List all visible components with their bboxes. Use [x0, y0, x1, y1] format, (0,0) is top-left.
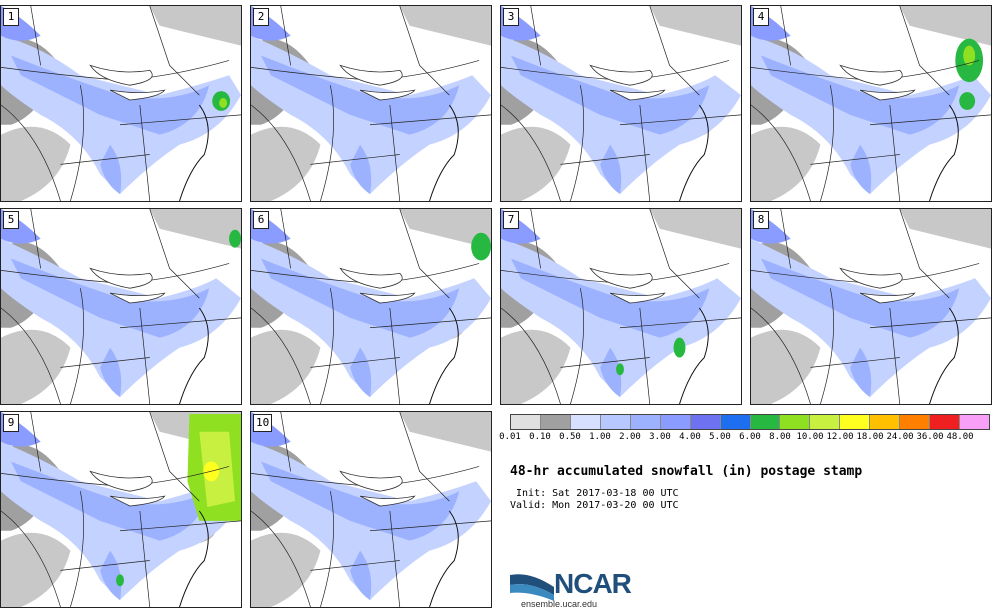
ncar-logo-icon: [510, 574, 554, 601]
legend-label: 12.00: [826, 432, 854, 442]
legend-swatch: [840, 415, 871, 429]
stamp-number: 6: [253, 211, 269, 229]
legend-swatch: [630, 415, 661, 429]
logo-wordmark: NCAR: [554, 568, 632, 599]
legend-label: 2.00: [619, 432, 641, 442]
legend-label: 1.00: [589, 432, 611, 442]
stamp-number: 4: [753, 8, 769, 26]
legend-label: 0.01: [499, 432, 521, 442]
snowfall-map: [251, 412, 491, 607]
stamp-panel: 8: [750, 208, 992, 405]
legend-swatch: [511, 415, 541, 429]
legend-label: 5.00: [709, 432, 731, 442]
legend-swatch: [900, 415, 931, 429]
legend-label: 4.00: [679, 432, 701, 442]
stamp-panel: 5: [0, 208, 242, 405]
stamp-panel: 2: [250, 5, 492, 202]
stamp-panel: 9: [0, 411, 242, 608]
stamp-number: 2: [253, 8, 269, 26]
legend-label: 48.00: [946, 432, 974, 442]
snowfall-map: [501, 6, 741, 201]
legend-swatch: [600, 415, 631, 429]
stamp-number: 3: [503, 8, 519, 26]
legend-label: 36.00: [916, 432, 944, 442]
stamp-panel: 10: [250, 411, 492, 608]
snowfall-map: [251, 209, 491, 404]
stamp-number: 5: [3, 211, 19, 229]
legend-swatch: [780, 415, 811, 429]
snowfall-map: [751, 6, 991, 201]
legend-swatch: [570, 415, 601, 429]
stamp-number: 9: [3, 414, 19, 432]
snowfall-map: [251, 6, 491, 201]
stamp-panel: 1: [0, 5, 242, 202]
snowfall-map: [1, 6, 241, 201]
legend-swatch: [540, 415, 571, 429]
legend-labels: 0.01 0.10 0.50 1.00 2.00 3.00 4.00 5.00 6.00 8.00…: [498, 432, 998, 446]
stamp-panel: 6: [250, 208, 492, 405]
legend-swatch: [660, 415, 691, 429]
stamp-number: 10: [253, 414, 273, 432]
legend-swatch: [690, 415, 721, 429]
legend-swatch: [720, 415, 751, 429]
valid-time: Valid: Mon 2017-03-20 00 UTC: [510, 500, 679, 511]
legend-swatch: [870, 415, 901, 429]
stamp-panel: 7: [500, 208, 742, 405]
legend-label: 3.00: [649, 432, 671, 442]
legend-swatch: [930, 415, 961, 429]
legend-label: 0.50: [559, 432, 581, 442]
legend-label: 6.00: [739, 432, 761, 442]
stamp-panel: 3: [500, 5, 742, 202]
legend-swatch: [960, 415, 989, 429]
legend-swatch: [750, 415, 781, 429]
init-time: Init: Sat 2017-03-18 00 UTC: [510, 488, 679, 499]
plot-title: 48-hr accumulated snowfall (in) postage …: [510, 464, 863, 479]
snowfall-map: [1, 209, 241, 404]
legend-label: 8.00: [769, 432, 791, 442]
legend-label: 0.10: [529, 432, 551, 442]
logo-url: ensemble.ucar.edu: [521, 599, 598, 609]
snowfall-map: [501, 209, 741, 404]
stamp-number: 7: [503, 211, 519, 229]
snowfall-color-legend: [510, 414, 990, 430]
stamp-number: 8: [753, 211, 769, 229]
snowfall-map: [1, 412, 241, 607]
legend-label: 18.00: [856, 432, 884, 442]
stamp-panel: 4: [750, 5, 992, 202]
legend-label: 24.00: [886, 432, 914, 442]
stamp-number: 1: [3, 8, 19, 26]
legend-swatch: [810, 415, 841, 429]
legend-label: 10.00: [796, 432, 824, 442]
snowfall-map: [751, 209, 991, 404]
